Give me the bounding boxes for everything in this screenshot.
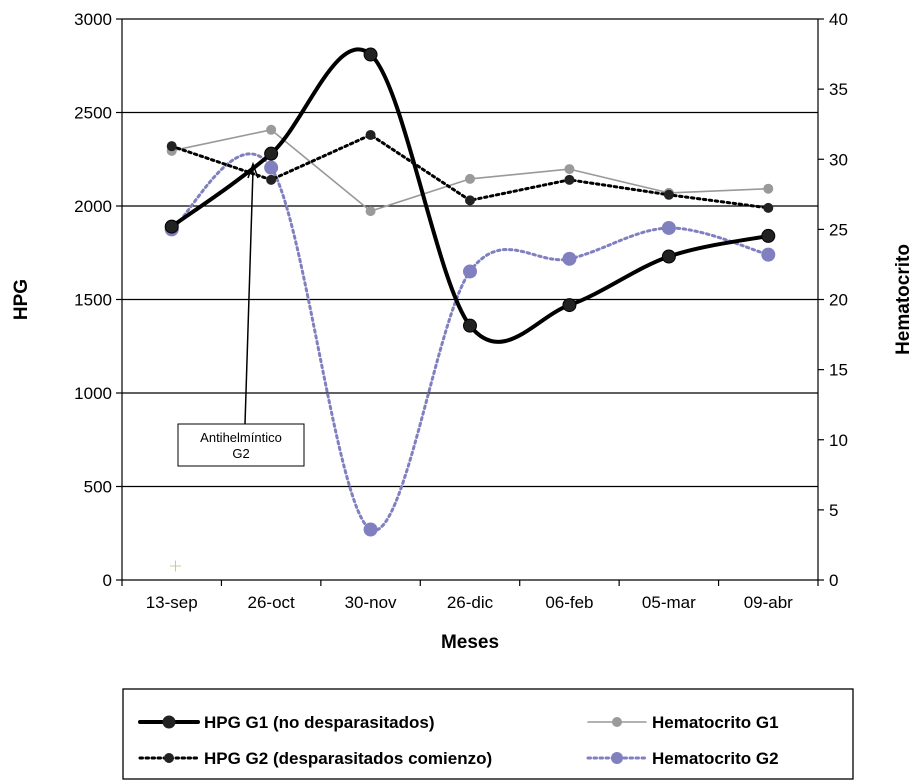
x-tick-label: 26-oct (248, 593, 296, 612)
series-layer (164, 47, 776, 537)
series-3 (164, 152, 776, 537)
legend-item: HPG G2 (desparasitados comienzo) (138, 749, 492, 768)
y-tick-label-right: 10 (829, 431, 848, 450)
series-1 (166, 129, 774, 213)
data-point (763, 202, 774, 213)
legend-label: Hematocrito G2 (652, 749, 779, 768)
legend-item: Hematocrito G1 (587, 713, 779, 732)
y-tick-label-left: 3000 (74, 10, 112, 29)
y-tick-label-left: 2000 (74, 197, 112, 216)
x-tick-label: 26-dic (447, 593, 494, 612)
data-point (164, 219, 179, 234)
data-point (264, 160, 279, 175)
annotation-text-line1: Antihelmíntico (200, 430, 282, 445)
data-point (166, 141, 177, 152)
y-tick-label-left: 500 (84, 478, 112, 497)
data-point (465, 195, 475, 206)
data-point (661, 220, 676, 235)
legend-item: Hematocrito G2 (586, 749, 779, 768)
y-tick-label-left: 1500 (74, 291, 112, 310)
legend-swatch-marker (164, 753, 174, 763)
legend-label: HPG G2 (desparasitados comienzo) (204, 749, 492, 768)
data-point (363, 47, 378, 62)
y-tick-label-left: 2500 (74, 104, 112, 123)
data-point (363, 522, 378, 537)
x-tick-label: 09-abr (744, 593, 793, 612)
series-line (170, 152, 770, 532)
data-point (264, 146, 279, 161)
gridlines (122, 18, 818, 488)
x-tick-label: 13-sep (146, 593, 198, 612)
x-tick-label: 06-feb (545, 593, 593, 612)
legend-swatch-marker (612, 717, 622, 727)
data-point (562, 251, 577, 266)
data-point (463, 264, 477, 279)
legend-label: HPG G1 (no desparasitados) (204, 713, 435, 732)
y-tick-label-right: 20 (829, 291, 848, 310)
legend-label: Hematocrito G1 (652, 713, 779, 732)
axes: 0 500 1000 1500 2000 2500 3000 0 5 10 15 20 25 30 35 40… (11, 10, 914, 653)
data-point (562, 298, 577, 313)
y-tick-label-right: 25 (829, 220, 848, 239)
y-axis-title-right: Hematocrito (893, 244, 914, 355)
series-0 (164, 47, 776, 344)
data-point (663, 189, 674, 200)
data-point (761, 228, 776, 243)
plus-marker (170, 560, 181, 572)
y-tick-label-right: 0 (829, 571, 838, 590)
y-axis-title-left: HPG (11, 279, 32, 320)
data-point (463, 318, 477, 333)
legend-box (122, 688, 854, 780)
data-point (266, 174, 277, 185)
x-tick-label: 05-mar (642, 593, 696, 612)
data-point (465, 173, 475, 184)
annotation-arrow-line (244, 169, 254, 425)
annotation-box (177, 423, 305, 467)
annotation-text-line2: G2 (232, 446, 249, 461)
y-tick-label-right: 5 (829, 501, 838, 520)
y-tick-label-right: 30 (829, 150, 848, 169)
x-axis-title: Meses (441, 632, 499, 653)
data-point (266, 124, 277, 135)
annotation-arrow-head (247, 161, 259, 179)
data-point (365, 206, 376, 217)
x-tick-label: 30-nov (345, 593, 397, 612)
data-point (763, 183, 774, 194)
legend: HPG G1 (no desparasitados) Hematocrito G1… (122, 688, 854, 780)
legend-swatch-marker (162, 715, 176, 729)
data-point (365, 129, 376, 140)
y-tick-label-right: 40 (829, 10, 848, 29)
y-tick-label-left: 0 (103, 571, 112, 590)
y-tick-label-right: 35 (829, 80, 848, 99)
legend-item: HPG G1 (no desparasitados) (138, 713, 435, 732)
data-point (661, 249, 676, 264)
y-tick-label-left: 1000 (74, 384, 112, 403)
data-point (761, 247, 776, 262)
legend-swatch-marker (611, 752, 623, 764)
y-tick-label-right: 15 (829, 361, 848, 380)
data-point (564, 164, 575, 175)
data-point (564, 174, 575, 185)
